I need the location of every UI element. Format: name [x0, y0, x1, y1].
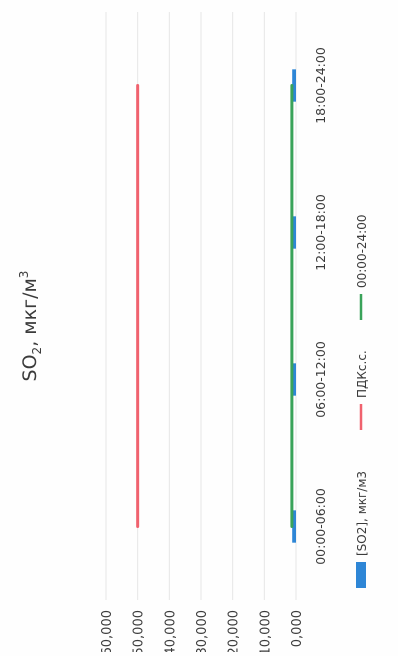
value-tick-label: 60,000 [100, 610, 115, 652]
category-tick-label: 12:00-18:00 [313, 194, 328, 271]
value-tick-label: 50,000 [132, 610, 147, 652]
title-subscript: 2 [30, 347, 44, 355]
chart-title: SO2, мкг/м3 [17, 271, 44, 382]
text-layer: SO2, мкг/м3 [17, 271, 44, 382]
legend-swatch-bar [356, 562, 366, 588]
value-tick-label: 10,000 [258, 610, 273, 652]
value-tick-label: 0,000 [290, 610, 305, 647]
value-tick-label: 40,000 [163, 610, 178, 652]
value-tick-layer: 0,000 10,000 20,000 30,000 40,000 50,000 60,00… [100, 610, 305, 656]
title-rest: , мкг/м [19, 278, 41, 347]
category-tick-layer: 00:00-06:00 06:00-12:00 12:00-18:00 18:00-2… [313, 47, 328, 565]
value-tick-label: 20,000 [227, 610, 242, 652]
category-tick-label: 00:00-06:00 [313, 488, 328, 565]
chart-rotated-group: SO2, мкг/м3 0,000 10,000 20,000 30,000 40,00… [17, 12, 369, 656]
category-tick-label: 18:00-24:00 [313, 47, 328, 124]
legend-label: [SO2], мкг/м3 [355, 471, 369, 556]
value-tick-label: 30,000 [195, 610, 210, 652]
title-superscript: 3 [17, 271, 31, 279]
legend-label: ПДКс.с. [355, 350, 369, 398]
category-tick-label: 06:00-12:00 [313, 341, 328, 418]
legend: [SO2], мкг/м3 ПДКс.с. 00:00-24:00 [355, 215, 369, 588]
title-main: SO [19, 354, 41, 381]
line-layer [136, 84, 294, 528]
grid-layer [105, 12, 297, 600]
legend-label: 00:00-24:00 [355, 215, 369, 289]
